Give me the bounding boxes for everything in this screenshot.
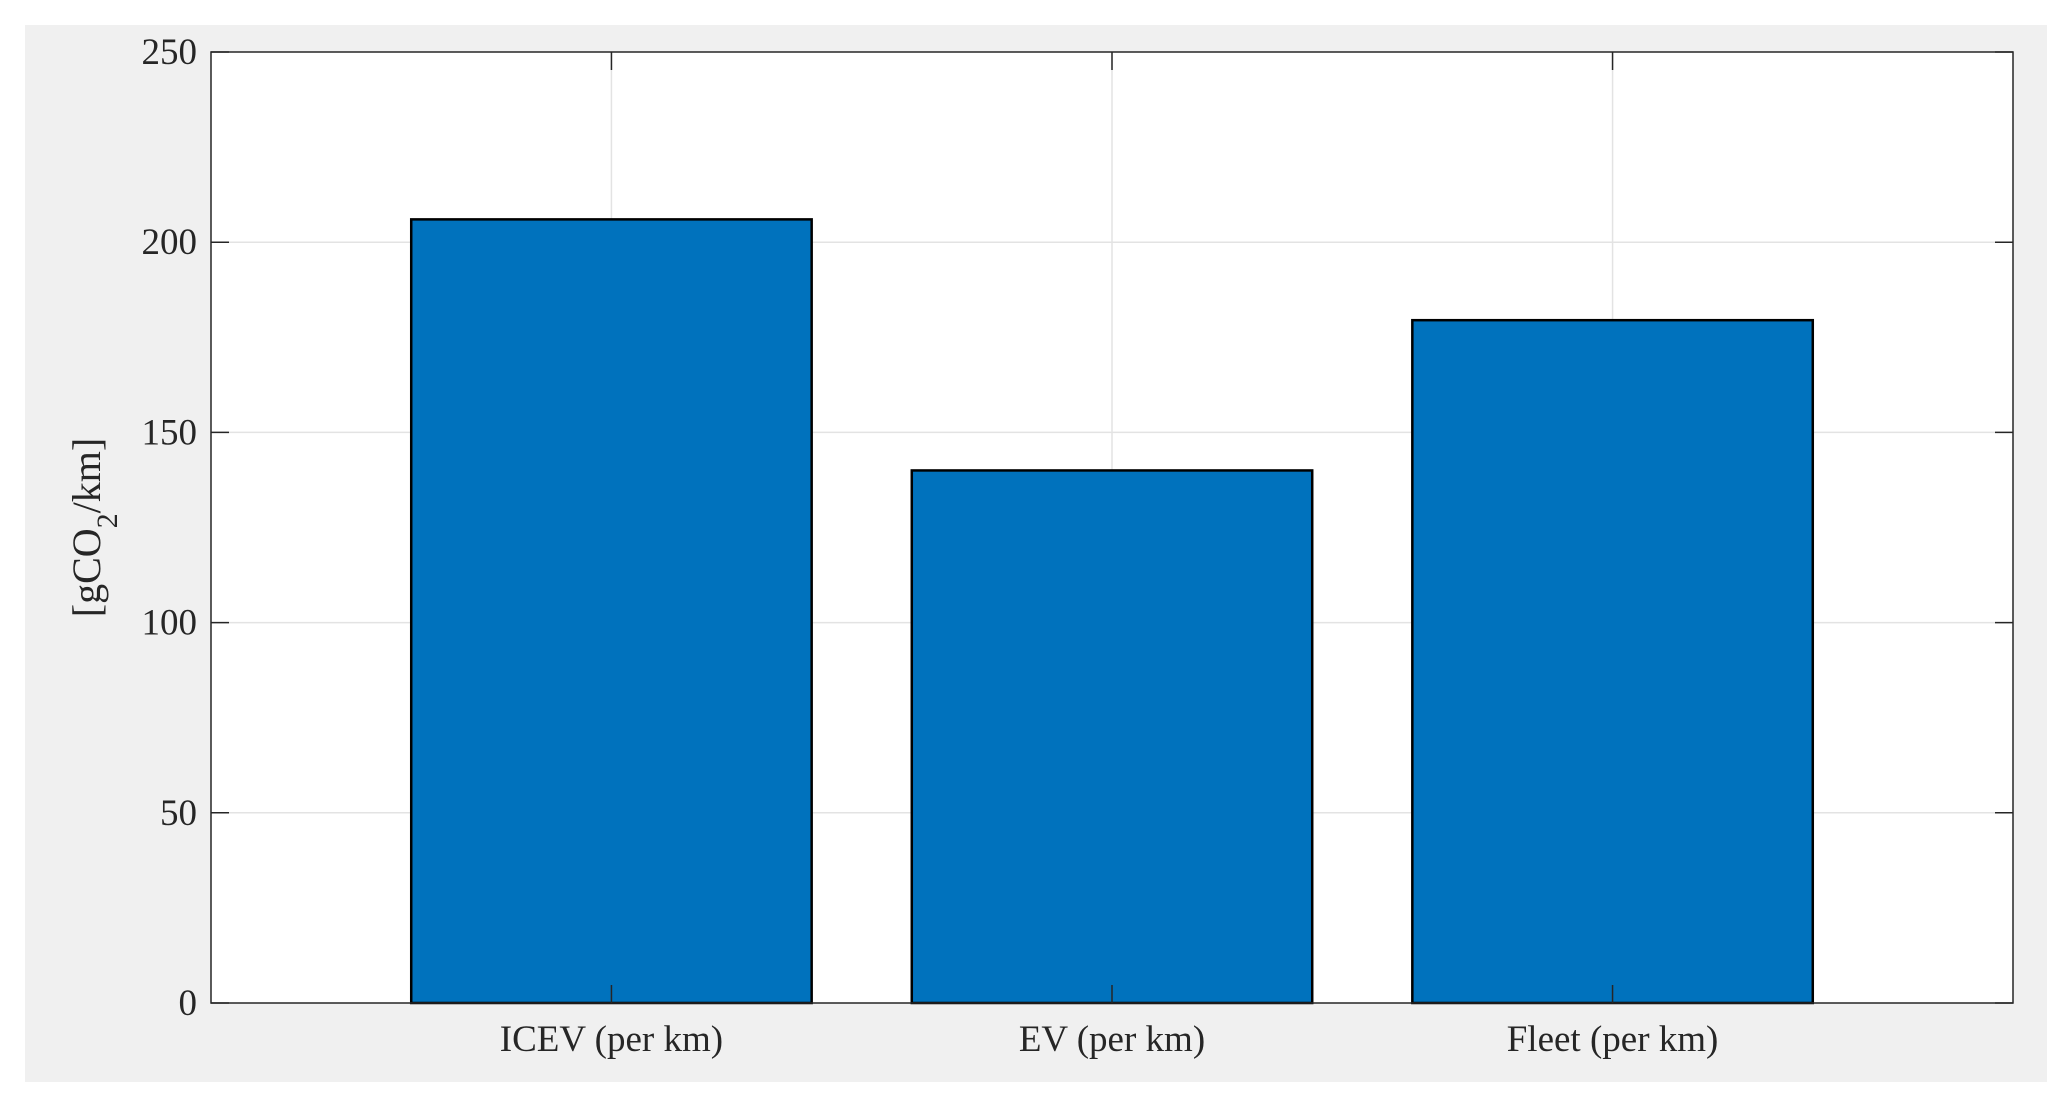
y-tick-label: 0 — [179, 983, 198, 1024]
y-tick-label: 250 — [142, 32, 198, 73]
y-axis-label-main: [gCO — [64, 528, 109, 617]
x-tick-label: Fleet (per km) — [1507, 1019, 1719, 1060]
bar — [409, 218, 813, 1005]
x-tick-labels: ICEV (per km) EV (per km) Fleet (per km) — [500, 1019, 1719, 1060]
tick-marks — [211, 51, 2013, 1004]
bar — [910, 469, 1314, 1005]
bar-chart: 0 50 100 150 200 250 ICEV (per km) EV (per km)… — [64, 32, 2014, 1060]
y-tick-label: 50 — [160, 793, 197, 834]
y-tick-label: 200 — [142, 222, 198, 263]
x-tick-label: ICEV (per km) — [500, 1019, 723, 1060]
figure-background: 0 50 100 150 200 250 ICEV (per km) EV (per km)… — [25, 25, 2047, 1082]
y-axis-label-unit: /km] — [64, 438, 109, 514]
y-axis-label-subscript: 2 — [91, 513, 124, 528]
x-tick-label: EV (per km) — [1019, 1019, 1205, 1060]
y-axis-label: [gCO2/km] — [64, 438, 124, 617]
y-tick-labels: 0 50 100 150 200 250 — [142, 32, 198, 1024]
bar — [1411, 318, 1815, 1005]
y-tick-label: 100 — [142, 603, 198, 644]
y-tick-label: 150 — [142, 412, 198, 453]
